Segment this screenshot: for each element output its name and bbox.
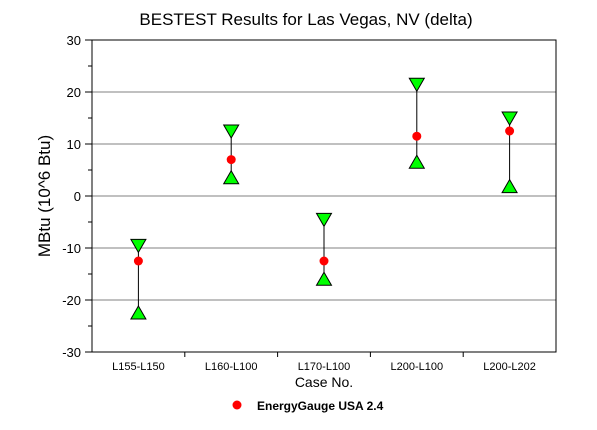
x-category-label: L200-L100 — [390, 361, 443, 373]
data-point — [412, 131, 422, 141]
range-max-marker — [130, 238, 147, 254]
y-tick-label: 20 — [67, 85, 81, 100]
data-point — [505, 126, 515, 136]
range-min-marker — [315, 271, 333, 286]
data-point — [226, 155, 236, 165]
legend-marker — [232, 400, 242, 410]
range-min-marker — [408, 154, 426, 169]
y-tick-label: 0 — [74, 189, 81, 204]
range-min-marker — [222, 169, 240, 185]
y-axis: -30 -20 -10 0 10 20 30 — [62, 33, 92, 360]
data-point — [319, 256, 329, 266]
legend-label: EnergyGauge USA 2.4 — [257, 399, 384, 413]
data-marks — [130, 77, 518, 320]
y-axis-label: MBtu (10^6 Btu) — [35, 135, 54, 257]
range-min-marker — [130, 304, 147, 320]
range-min-marker — [501, 178, 518, 194]
range-max-marker — [315, 212, 333, 228]
y-tick-label: 30 — [67, 33, 81, 48]
range-max-marker — [222, 124, 240, 140]
data-point — [133, 256, 143, 266]
legend: EnergyGauge USA 2.4 — [232, 399, 384, 413]
y-tick-label: -10 — [62, 241, 81, 256]
x-category-label: L155-L150 — [112, 361, 165, 373]
x-category-label: L170-L100 — [298, 361, 351, 373]
x-axis: L155-L150 L160-L100 L170-L100 L200-L100 L200… — [112, 352, 536, 373]
x-category-label: L160-L100 — [205, 361, 258, 373]
grid — [92, 91, 556, 301]
range-max-marker — [501, 111, 518, 127]
x-axis-label: Case No. — [295, 374, 353, 390]
y-tick-label: -20 — [62, 293, 81, 308]
x-category-label: L200-L202 — [483, 361, 536, 373]
y-tick-label: -30 — [62, 345, 81, 360]
chart-title: BESTEST Results for Las Vegas, NV (delta… — [139, 10, 472, 29]
y-tick-label: 10 — [67, 137, 81, 152]
range-max-marker — [408, 77, 426, 93]
